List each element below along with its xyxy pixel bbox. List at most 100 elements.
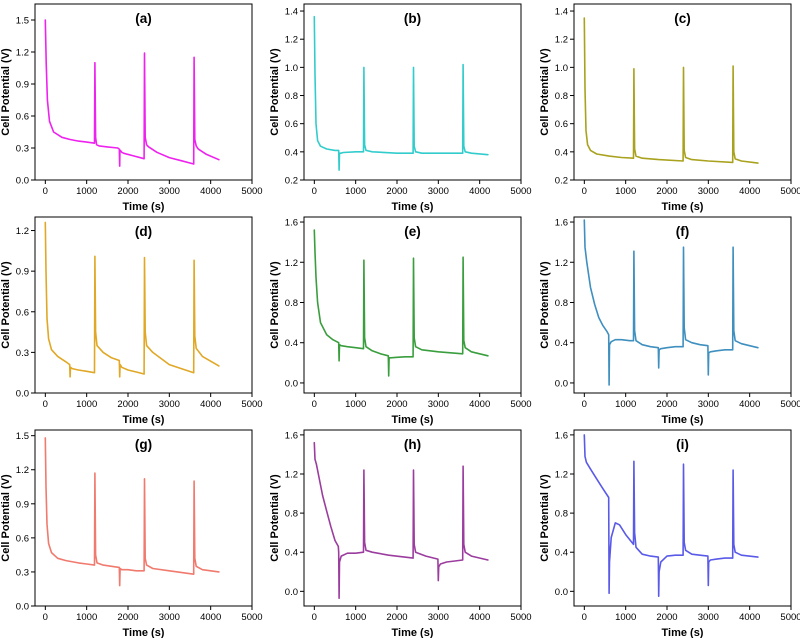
chart-i: 0 1000 2000 3000 4000 5000 0.0 0.4 0.8 1.2 1.6 (i) T… xyxy=(539,429,800,638)
x-axis-label: Time (s) xyxy=(662,414,704,426)
y-tick-label: 0.8 xyxy=(555,298,568,309)
x-tick-label: 1000 xyxy=(345,399,366,410)
cell-potential-line xyxy=(313,441,489,599)
y-tick-label: 0.0 xyxy=(16,389,29,400)
panel-title: (c) xyxy=(674,11,691,26)
y-tick-label: 1.2 xyxy=(16,48,29,59)
y-tick-label: 0.3 xyxy=(16,348,29,359)
x-tick-label: 1000 xyxy=(76,186,97,197)
y-tick-label: 1.2 xyxy=(555,470,568,481)
y-tick-label: 0.6 xyxy=(555,119,568,130)
y-tick-label: 1.4 xyxy=(555,7,568,18)
y-tick-label: 0.0 xyxy=(555,378,568,389)
x-axis-label: Time (s) xyxy=(662,201,704,213)
x-tick-label: 5000 xyxy=(780,612,800,623)
x-tick-label: 3000 xyxy=(159,186,180,197)
y-tick-label: 0.0 xyxy=(16,176,29,187)
panel-title: (g) xyxy=(135,437,152,452)
y-tick-label: 1.5 xyxy=(16,431,29,442)
x-axis-label: Time (s) xyxy=(123,201,165,213)
y-tick-label: 1.6 xyxy=(555,430,568,441)
x-tick-label: 1000 xyxy=(76,399,97,410)
y-tick-label: 0.4 xyxy=(555,338,568,349)
y-axis-label: Cell Potential (V) xyxy=(539,474,551,562)
x-tick-label: 0 xyxy=(43,612,48,623)
y-tick-label: 0.6 xyxy=(16,307,29,318)
y-tick-label: 0.9 xyxy=(16,80,29,91)
x-tick-label: 0 xyxy=(582,612,587,623)
y-tick-label: 0.0 xyxy=(16,602,29,613)
plot-frame xyxy=(303,216,522,394)
y-tick-label: 1.2 xyxy=(16,226,29,237)
x-tick-label: 3000 xyxy=(428,186,449,197)
y-tick-label: 1.2 xyxy=(16,465,29,476)
x-tick-label: 3000 xyxy=(159,612,180,623)
y-tick-label: 0.0 xyxy=(285,378,298,389)
y-tick-label: 1.6 xyxy=(285,430,298,441)
x-axis-label: Time (s) xyxy=(392,627,434,638)
y-tick-label: 0.6 xyxy=(16,533,29,544)
x-tick-label: 5000 xyxy=(241,612,262,623)
panel-title: (e) xyxy=(404,224,421,239)
y-axis-label: Cell Potential (V) xyxy=(539,48,551,136)
y-axis-label: Cell Potential (V) xyxy=(0,48,12,136)
x-tick-label: 4000 xyxy=(469,612,490,623)
x-tick-label: 4000 xyxy=(469,399,490,410)
y-tick-label: 0.2 xyxy=(555,176,568,187)
x-tick-label: 4000 xyxy=(739,399,760,410)
x-tick-label: 0 xyxy=(43,399,48,410)
x-tick-label: 5000 xyxy=(780,186,800,197)
x-tick-label: 1000 xyxy=(345,186,366,197)
y-tick-label: 0.4 xyxy=(285,338,298,349)
plot-frame xyxy=(34,3,253,181)
x-tick-label: 2000 xyxy=(656,399,677,410)
chart-g: 0 1000 2000 3000 4000 5000 0.0 0.3 0.6 0.9 1.2 1.5 (… xyxy=(0,429,263,638)
y-tick-label: 0.8 xyxy=(285,298,298,309)
plot-frame xyxy=(303,429,522,607)
x-axis-label: Time (s) xyxy=(662,627,704,638)
y-axis-label: Cell Potential (V) xyxy=(539,261,551,349)
y-tick-label: 1.2 xyxy=(555,35,568,46)
x-tick-label: 2000 xyxy=(386,612,407,623)
plot-frame xyxy=(573,216,792,394)
y-tick-label: 0.6 xyxy=(285,119,298,130)
chart-d: 0 1000 2000 3000 4000 5000 0.0 0.3 0.6 0.9 1.2 (d) T… xyxy=(0,216,263,426)
panel-title: (a) xyxy=(135,11,152,26)
cell-potential-line xyxy=(44,437,220,587)
y-tick-label: 1.5 xyxy=(16,16,29,27)
x-tick-label: 4000 xyxy=(200,186,221,197)
x-tick-label: 1000 xyxy=(345,612,366,623)
y-tick-label: 0.3 xyxy=(16,144,29,155)
x-tick-label: 2000 xyxy=(117,399,138,410)
y-tick-label: 0.0 xyxy=(285,587,298,598)
plot-frame xyxy=(573,429,792,607)
chart-f: 0 1000 2000 3000 4000 5000 0.0 0.4 0.8 1.2 1.6 (f) T… xyxy=(539,216,800,426)
x-tick-label: 5000 xyxy=(510,399,531,410)
cell-potential-line xyxy=(313,15,489,171)
y-tick-label: 0.8 xyxy=(555,91,568,102)
x-tick-label: 0 xyxy=(312,186,317,197)
x-tick-label: 4000 xyxy=(469,186,490,197)
x-tick-label: 4000 xyxy=(200,612,221,623)
cell-potential-line xyxy=(44,221,220,378)
panel-title: (d) xyxy=(135,224,152,239)
x-axis-label: Time (s) xyxy=(123,627,165,638)
y-tick-label: 0.8 xyxy=(285,509,298,520)
y-tick-label: 1.2 xyxy=(285,258,298,269)
y-tick-label: 1.4 xyxy=(285,7,298,18)
x-tick-label: 1000 xyxy=(615,399,636,410)
x-tick-label: 2000 xyxy=(117,186,138,197)
y-tick-label: 0.6 xyxy=(16,112,29,123)
panel-title: (h) xyxy=(404,437,421,452)
y-axis-label: Cell Potential (V) xyxy=(269,48,281,136)
panel-title: (b) xyxy=(404,11,421,26)
cell-potential-line xyxy=(583,434,759,597)
x-tick-label: 3000 xyxy=(428,399,449,410)
y-tick-label: 0.4 xyxy=(285,548,298,559)
y-tick-label: 0.4 xyxy=(555,147,568,158)
y-axis-label: Cell Potential (V) xyxy=(269,261,281,349)
chart-h: 0 1000 2000 3000 4000 5000 0.0 0.4 0.8 1.2 1.6 (h) T… xyxy=(269,429,532,638)
x-tick-label: 2000 xyxy=(117,612,138,623)
y-tick-label: 0.8 xyxy=(555,509,568,520)
